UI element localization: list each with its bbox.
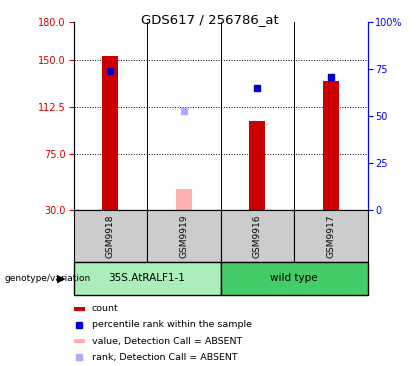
Text: GDS617 / 256786_at: GDS617 / 256786_at [141,13,279,26]
Bar [74,339,85,343]
Bar [220,262,368,295]
Bar [249,121,265,210]
Text: 35S.AtRALF1-1: 35S.AtRALF1-1 [108,273,186,283]
Bar [323,81,339,210]
Text: GSM9918: GSM9918 [106,214,115,258]
Bar [102,56,118,210]
Bar [294,210,368,262]
Text: rank, Detection Call = ABSENT: rank, Detection Call = ABSENT [92,353,238,362]
Text: GSM9916: GSM9916 [253,214,262,258]
Bar [74,262,220,295]
Text: ▶: ▶ [57,273,65,283]
Text: count: count [92,304,119,313]
Text: GSM9917: GSM9917 [326,214,335,258]
Text: GSM9919: GSM9919 [179,214,188,258]
Text: genotype/variation: genotype/variation [4,274,90,283]
Bar [176,189,192,210]
Bar [220,210,294,262]
Text: value, Detection Call = ABSENT: value, Detection Call = ABSENT [92,337,242,346]
Bar [74,307,85,311]
Bar [147,210,220,262]
Text: wild type: wild type [270,273,318,283]
Text: percentile rank within the sample: percentile rank within the sample [92,320,252,329]
Bar [74,210,147,262]
